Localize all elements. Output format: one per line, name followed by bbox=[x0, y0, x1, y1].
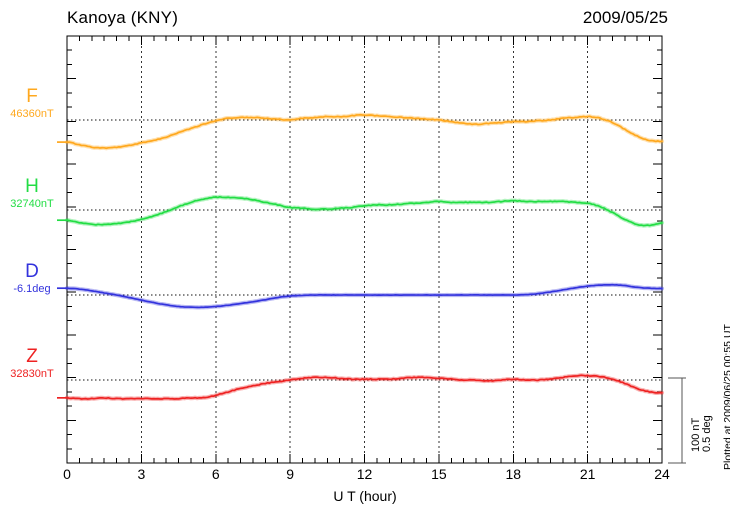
component-baseline-value: 32830nT bbox=[10, 367, 54, 380]
component-label-z: Z 32830nT bbox=[0, 347, 64, 380]
x-tick-label: 6 bbox=[211, 466, 220, 482]
x-tick-label: 3 bbox=[137, 466, 146, 482]
x-tick-label: 12 bbox=[356, 466, 373, 482]
component-symbol: H bbox=[25, 176, 39, 197]
component-symbol: F bbox=[26, 86, 38, 107]
x-axis-title: U T (hour) bbox=[333, 488, 397, 504]
component-symbol: Z bbox=[26, 346, 38, 367]
component-symbol: D bbox=[25, 261, 39, 282]
grid-lines bbox=[140, 36, 589, 463]
component-baseline-value: -6.1deg bbox=[13, 282, 51, 295]
plotted-at-text: Plotted at 2009/06/25 00:55 UT bbox=[722, 324, 730, 470]
component-label-h: H 32740nT bbox=[0, 177, 64, 210]
data-traces bbox=[57, 112, 665, 402]
scale-bar bbox=[668, 377, 686, 464]
page-title: Kanoya (KNY) bbox=[67, 8, 179, 27]
observation-date: 2009/05/25 bbox=[582, 8, 668, 27]
x-tick-label: 15 bbox=[431, 466, 447, 482]
x-tick-label: 18 bbox=[505, 466, 522, 482]
scalebar-label-deg: 0.5 deg bbox=[701, 415, 713, 452]
component-label-f: F 46360nT bbox=[0, 87, 64, 120]
component-label-d: D -6.1deg bbox=[0, 262, 64, 295]
x-tick-label: 0 bbox=[63, 466, 71, 482]
axis-ticks bbox=[66, 35, 663, 464]
component-baseline-value: 32740nT bbox=[10, 197, 54, 210]
x-tick-label: 24 bbox=[654, 466, 670, 482]
x-tick-label: 9 bbox=[286, 466, 295, 482]
component-baseline-value: 46360nT bbox=[10, 107, 54, 120]
x-tick-label: 21 bbox=[579, 466, 596, 482]
